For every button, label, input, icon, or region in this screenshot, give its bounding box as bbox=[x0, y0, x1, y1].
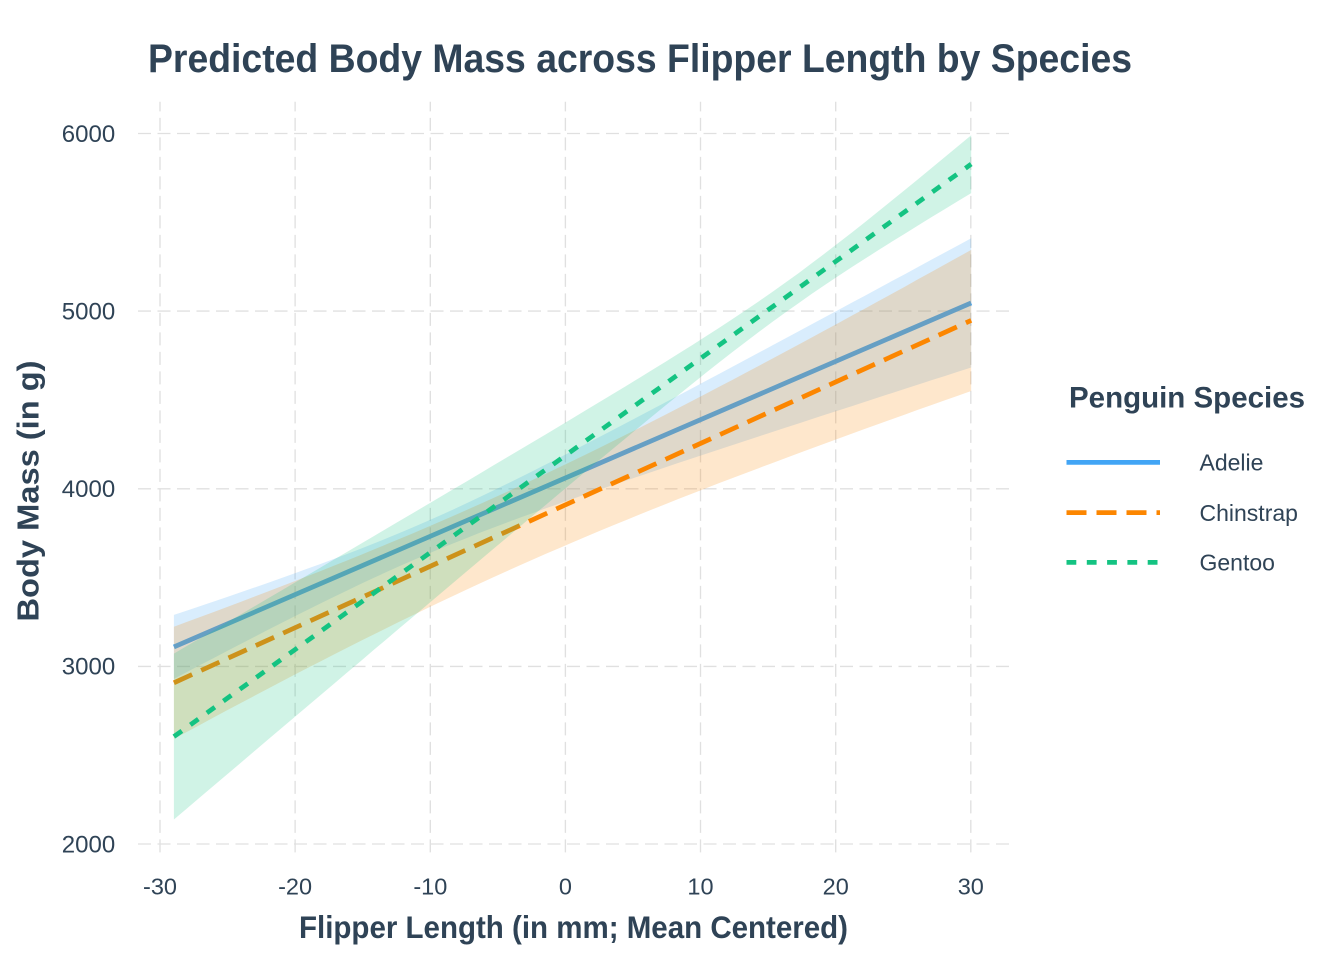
svg-text:6000: 6000 bbox=[62, 121, 115, 148]
svg-text:-20: -20 bbox=[278, 874, 312, 900]
svg-text:2000: 2000 bbox=[62, 831, 115, 858]
svg-text:Body Mass (in g): Body Mass (in g) bbox=[11, 361, 46, 622]
svg-text:Flipper Length (in mm; Mean Ce: Flipper Length (in mm; Mean Centered) bbox=[299, 909, 848, 945]
svg-text:Adelie: Adelie bbox=[1200, 450, 1264, 476]
svg-text:3000: 3000 bbox=[62, 654, 115, 681]
svg-text:0: 0 bbox=[559, 874, 572, 900]
svg-text:Gentoo: Gentoo bbox=[1200, 550, 1275, 576]
svg-text:4000: 4000 bbox=[62, 476, 115, 503]
svg-text:Penguin Species: Penguin Species bbox=[1069, 382, 1305, 415]
svg-text:Chinstrap: Chinstrap bbox=[1200, 500, 1298, 526]
svg-text:10: 10 bbox=[687, 874, 713, 900]
svg-text:-10: -10 bbox=[413, 874, 447, 900]
svg-text:30: 30 bbox=[958, 874, 984, 900]
svg-text:20: 20 bbox=[823, 874, 849, 900]
svg-text:Predicted Body Mass across Fli: Predicted Body Mass across Flipper Lengt… bbox=[148, 37, 1132, 81]
svg-text:5000: 5000 bbox=[62, 298, 115, 325]
svg-text:-30: -30 bbox=[143, 874, 177, 900]
